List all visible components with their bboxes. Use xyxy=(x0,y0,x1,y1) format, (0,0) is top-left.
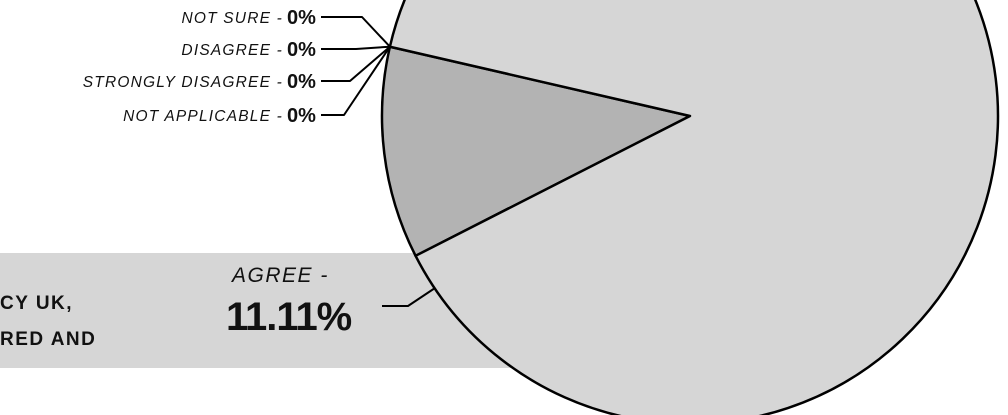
label-not-sure: NOT SURE - 0% xyxy=(181,7,316,29)
leader-not-applicable xyxy=(321,46,391,116)
label-not-applicable-value: 0% xyxy=(287,105,316,127)
pie-slice-remainder xyxy=(388,0,1000,415)
label-disagree-text: DISAGREE - xyxy=(181,42,283,59)
label-strongly-disagree-text: STRONGLY DISAGREE - xyxy=(83,74,283,91)
label-agree-value: 11.11% xyxy=(226,295,352,339)
label-not-applicable: NOT APPLICABLE - 0% xyxy=(123,105,316,127)
leader-lines xyxy=(321,16,436,307)
label-agree: AGREE - 11.11% xyxy=(226,264,353,339)
label-not-sure-text: NOT SURE - xyxy=(181,10,283,27)
leader-strongly-disagree xyxy=(321,45,391,82)
label-agree-text: AGREE - xyxy=(230,264,329,287)
caption-line-2: RED AND xyxy=(0,329,97,350)
label-strongly-disagree-value: 0% xyxy=(287,71,316,93)
label-not-sure-value: 0% xyxy=(287,7,316,29)
leader-agree xyxy=(382,287,436,307)
label-not-applicable-text: NOT APPLICABLE - xyxy=(123,108,283,125)
leader-disagree xyxy=(321,45,390,50)
label-strongly-disagree: STRONGLY DISAGREE - 0% xyxy=(83,71,316,93)
label-disagree: DISAGREE - 0% xyxy=(181,39,316,61)
pie-slices xyxy=(380,0,1000,415)
caption-line-1: CY UK, xyxy=(0,293,74,314)
leader-not-sure xyxy=(321,16,391,48)
label-disagree-value: 0% xyxy=(287,39,316,61)
